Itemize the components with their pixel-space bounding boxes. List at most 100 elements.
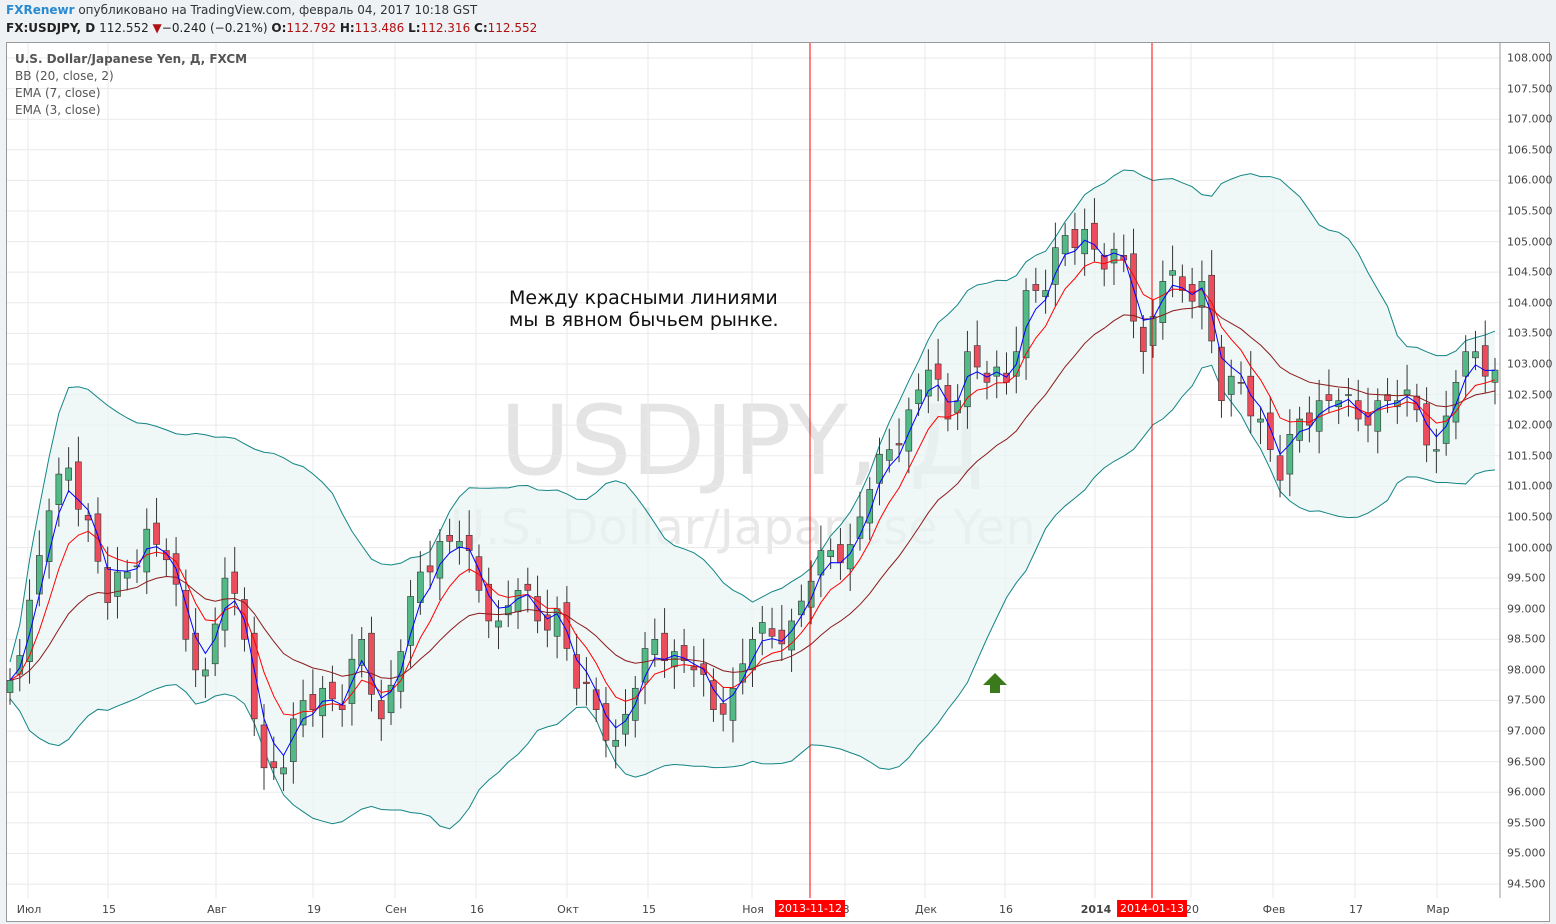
x-tick-label: 8 [842, 903, 850, 916]
candle [778, 629, 786, 645]
up-arrow-icon [983, 673, 1007, 693]
candle [807, 580, 815, 608]
y-tick-label: 105.500 [1507, 204, 1553, 218]
candle [1325, 394, 1333, 401]
candle [338, 704, 346, 710]
candle [1276, 455, 1284, 481]
candle [641, 648, 649, 683]
candle [417, 571, 424, 603]
x-tick-label: 20 [1185, 903, 1199, 916]
x-tick-label: Сен [385, 903, 407, 916]
author-link[interactable]: FXRenewr [6, 3, 75, 17]
publish-text: опубликовано на TradingView.com, февраль… [78, 3, 478, 17]
candle [231, 571, 239, 594]
ema-bb-basis [9, 305, 1496, 681]
publish-info: FXRenewr опубликовано на TradingView.com… [6, 3, 477, 17]
candle [1354, 400, 1362, 420]
y-tick-label: 100.500 [1507, 510, 1553, 524]
candle [1345, 394, 1352, 396]
candle [1227, 375, 1235, 395]
symbol-info: FX:USDJPY, D 112.552 ▼−0.240 (−0.21%) O:… [6, 21, 537, 35]
y-tick-label: 106.500 [1507, 143, 1553, 157]
candle [1374, 400, 1382, 432]
y-tick-label: 102.000 [1507, 418, 1553, 432]
y-tick-label: 107.000 [1507, 112, 1553, 126]
y-tick-label: 97.500 [1507, 693, 1546, 707]
x-tick-label: 17 [1349, 903, 1363, 916]
candle [1218, 346, 1225, 401]
candle [1257, 418, 1264, 423]
bollinger-lower [9, 364, 1496, 830]
candle [1139, 326, 1147, 353]
candle [1042, 290, 1049, 297]
ema-3 [9, 239, 1496, 757]
candle [983, 372, 991, 383]
candle [6, 680, 14, 693]
close-label: C: [474, 21, 488, 35]
candle [1022, 290, 1030, 359]
candle [651, 639, 659, 655]
candle [456, 541, 463, 548]
candle [329, 681, 336, 700]
candle [163, 550, 170, 561]
x-tick-label: 2014 [1080, 903, 1112, 916]
last-price: 112.552 [99, 21, 149, 35]
bollinger-fill [10, 169, 1495, 829]
x-tick-label: 16 [999, 903, 1013, 916]
candle [465, 534, 473, 551]
low-value: 112.316 [420, 21, 471, 35]
legend-ema7[interactable]: EMA (7, close) [15, 86, 101, 100]
candle [622, 713, 629, 735]
candle [1052, 247, 1059, 285]
marker-date-label: 2013-11-12 [775, 900, 845, 917]
candle [75, 461, 82, 510]
candle [45, 510, 53, 562]
candle [788, 620, 795, 651]
candle [534, 596, 541, 622]
legend-title: U.S. Dollar/Japanese Yen, Д, FXCM [15, 52, 248, 66]
open-value: 112.792 [286, 21, 336, 35]
y-tick-label: 101.000 [1507, 479, 1553, 493]
candle [710, 680, 717, 710]
x-tick-label: Ноя [742, 903, 764, 916]
y-tick-label: 95.500 [1507, 816, 1546, 830]
change: −0.240 (−0.21%) [161, 21, 268, 35]
x-tick-label: Авг [207, 903, 227, 916]
candle [1032, 284, 1040, 291]
candle [661, 632, 668, 662]
x-tick-label: Июл [16, 903, 42, 916]
candle [1071, 229, 1079, 248]
open-label: O: [271, 21, 287, 35]
ema-7 [9, 259, 1496, 716]
candle [583, 681, 590, 684]
candle [192, 632, 199, 671]
candle [719, 703, 727, 715]
y-tick-label: 108.000 [1507, 51, 1553, 65]
x-tick-label: 16 [470, 903, 484, 916]
y-tick-label: 95.000 [1507, 846, 1546, 860]
candle [495, 620, 502, 628]
legend-bb[interactable]: BB (20, close, 2) [15, 69, 114, 83]
y-tick-label: 98.000 [1507, 663, 1546, 677]
candle [758, 622, 766, 634]
candle [133, 565, 141, 568]
candle [26, 599, 33, 662]
candle [954, 400, 961, 414]
y-tick-label: 103.500 [1507, 326, 1553, 340]
candle [280, 767, 287, 775]
annotation-line: мы в явном бычьем рынке. [509, 309, 779, 331]
candle [1403, 389, 1411, 395]
candle [925, 369, 932, 397]
candle [1384, 394, 1391, 401]
y-tick-label: 100.000 [1507, 541, 1553, 555]
legend-ema3[interactable]: EMA (3, close) [15, 103, 101, 117]
candle [65, 467, 72, 481]
candle [1179, 276, 1186, 291]
candle [915, 389, 922, 405]
x-tick-label: Фев [1262, 903, 1286, 916]
candle [1286, 434, 1294, 475]
candle [885, 449, 893, 461]
y-tick-label: 104.000 [1507, 296, 1553, 310]
x-tick-label: Окт [557, 903, 579, 916]
